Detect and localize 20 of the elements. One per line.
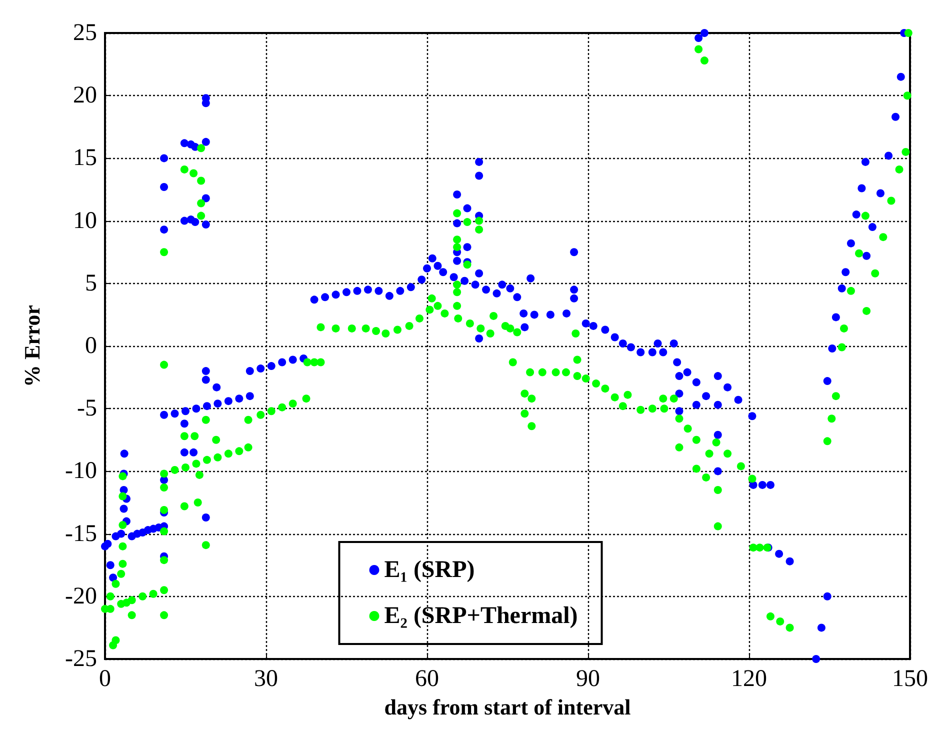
y-tick-label: 10 xyxy=(73,208,97,234)
y-tick-label: -20 xyxy=(65,583,97,610)
y-tick-label: -25 xyxy=(65,646,97,672)
y-tick-label: 25 xyxy=(73,20,97,46)
y-tick-label: -10 xyxy=(65,458,97,484)
x-tick-label: 90 xyxy=(576,666,600,692)
y-tick-label: -15 xyxy=(65,520,97,547)
x-axis-title: days from start of interval xyxy=(384,694,631,720)
x-tick-label: 150 xyxy=(892,666,928,692)
legend-label: E₁ (SRP) xyxy=(384,557,475,583)
legend-label: E₂ (SRP+Thermal) xyxy=(384,603,578,629)
y-axis-title: % Error xyxy=(20,304,44,388)
y-tick-label: 15 xyxy=(73,145,97,172)
y-tick-label: 0 xyxy=(85,333,97,359)
y-tick-label: 20 xyxy=(73,82,97,109)
x-tick-label: 30 xyxy=(254,666,278,692)
y-tick-label: 5 xyxy=(85,270,97,296)
x-tick-label: 60 xyxy=(415,666,439,692)
x-tick-label: 120 xyxy=(731,666,767,692)
y-tick-label: -5 xyxy=(77,396,97,422)
